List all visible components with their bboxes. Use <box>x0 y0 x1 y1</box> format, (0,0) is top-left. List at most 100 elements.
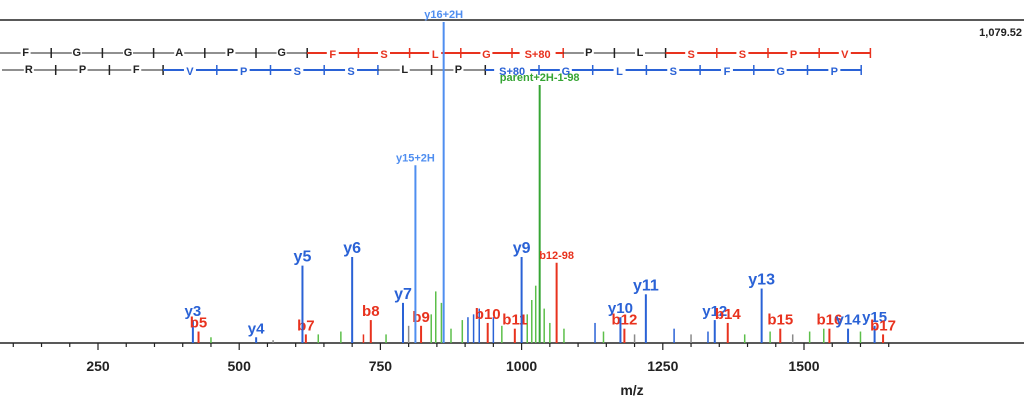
ladder-label-bg <box>378 47 390 59</box>
x-tick-label: 1500 <box>788 358 819 374</box>
residue-S: S <box>294 66 301 78</box>
ladder-label-bg <box>77 64 88 76</box>
ladder-label-bg <box>71 47 82 59</box>
residue-P: P <box>831 66 838 78</box>
residue-S: S <box>380 49 387 61</box>
peak-label-b7: b7 <box>297 317 315 334</box>
peak-label-b15: b15 <box>767 312 793 329</box>
unlabeled-peaks <box>210 285 862 343</box>
ladder-row-2: R P F V P S S L P S+80 G L S F G P <box>2 64 862 78</box>
x-tick-label: 1000 <box>506 358 537 374</box>
ladder-row-1: F G G A P G F S L G S+80 P L S S P V <box>0 47 872 61</box>
peak-label-parent+2H-1-98: parent+2H-1-98 <box>500 72 580 84</box>
residue-G: G <box>776 66 785 78</box>
x-tick-label: 750 <box>369 358 393 374</box>
residue-F: F <box>724 66 731 78</box>
ladder-label-bg <box>123 47 133 59</box>
peak-label-y13: y13 <box>748 272 775 289</box>
residue-R: R <box>25 64 33 76</box>
residue-P: P <box>585 47 592 59</box>
x-tick-label: 500 <box>228 358 252 374</box>
residue-G: G <box>73 47 82 59</box>
ladder-label-bg <box>828 64 841 76</box>
peak-label-b12: b12 <box>611 312 637 329</box>
plot-frame <box>0 19 1024 344</box>
residue-V: V <box>841 49 849 61</box>
peak-label-y6: y6 <box>343 240 361 257</box>
residue-P: P <box>227 47 234 59</box>
ladder-label-bg <box>453 64 464 76</box>
peak-label-b10: b10 <box>475 306 501 323</box>
residue-L: L <box>401 64 408 76</box>
x-axis-label: m/z <box>620 382 643 398</box>
peak-label-b8: b8 <box>362 303 380 320</box>
peak-label-b12-98: b12-98 <box>539 250 574 262</box>
ladder-label-bg <box>291 64 304 76</box>
residue-S+80: S+80 <box>525 49 551 61</box>
x-tick-label: 250 <box>86 358 110 374</box>
residue-S: S <box>670 66 677 78</box>
residue-G: G <box>562 66 571 78</box>
ladder-label-bg <box>429 47 442 59</box>
ladder-label-bg <box>559 64 572 76</box>
ladder-label-bg <box>345 64 358 76</box>
residue-L: L <box>637 47 644 59</box>
residue-G: G <box>482 49 491 61</box>
ladder-label-bg <box>736 47 749 59</box>
residue-L: L <box>616 66 623 78</box>
residue-L: L <box>432 49 439 61</box>
ladder-label-bg <box>519 47 556 59</box>
peak-label-b16: b16 <box>816 312 842 329</box>
residue-A: A <box>175 47 183 59</box>
residue-G: G <box>124 47 133 59</box>
ladder-label-bg <box>583 47 594 59</box>
ladder-label-bg <box>667 64 680 76</box>
residue-F: F <box>133 64 140 76</box>
residue-P: P <box>240 66 247 78</box>
peak-label-b5: b5 <box>190 315 208 332</box>
peak-label-y10: y10 <box>608 300 633 317</box>
ladder-label-bg <box>720 64 733 76</box>
ladder-label-bg <box>131 64 142 76</box>
residue-S: S <box>688 49 695 61</box>
peak-label-y12: y12 <box>702 303 727 320</box>
ladder-label-bg <box>685 47 698 59</box>
ladder-label-bg <box>480 47 493 59</box>
peak-label-b11: b11 <box>502 312 527 329</box>
ladder-label-bg <box>20 47 31 59</box>
residue-P: P <box>455 64 462 76</box>
ladder-label-bg <box>174 47 185 59</box>
peak-label-y7: y7 <box>394 286 412 303</box>
peak-label-y5: y5 <box>294 249 312 266</box>
ladder-label-bg <box>838 47 851 59</box>
ladder-label-bg <box>23 64 34 76</box>
peak-label-b14: b14 <box>715 306 742 323</box>
peak-label-y9: y9 <box>513 240 531 257</box>
ladder-label-bg <box>494 64 531 76</box>
max-intensity-label: 1,079.52 <box>979 27 1022 39</box>
x-axis-ticks: 250 500 750 1000 1250 1500 <box>12 343 890 374</box>
residue-S: S <box>739 49 746 61</box>
residue-V: V <box>186 66 194 78</box>
ladder-label-bg <box>787 47 800 59</box>
ladder-label-bg <box>326 47 339 59</box>
ladder-label-bg <box>237 64 250 76</box>
peak-label-y15+2H: y15+2H <box>396 152 435 164</box>
peak-label-y14: y14 <box>836 312 862 329</box>
ladder-label-bg <box>276 47 287 59</box>
peak-label-y4: y4 <box>248 320 265 337</box>
residue-S+80: S+80 <box>499 66 525 78</box>
residue-S: S <box>347 66 354 78</box>
peak-label-y15: y15 <box>862 309 887 326</box>
x-tick-label: 1250 <box>647 358 678 374</box>
peak-label-y11: y11 <box>633 277 659 294</box>
peak-label-b17: b17 <box>870 317 896 334</box>
sequence-ladders: F G G A P G F S L G S+80 P L S S P VR P F V P S S L P S+80 G L S F G P <box>0 47 872 78</box>
peak-label-y16+2H: y16+2H <box>424 9 463 21</box>
residue-P: P <box>790 49 797 61</box>
ladder-label-bg <box>225 47 236 59</box>
residue-P: P <box>79 64 86 76</box>
peak-label-y3: y3 <box>185 303 202 320</box>
